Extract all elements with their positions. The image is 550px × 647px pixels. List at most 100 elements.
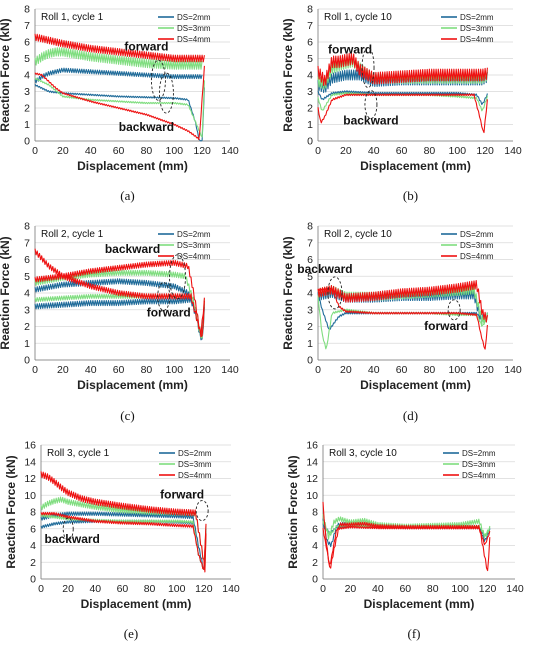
y-tick-label: 7 [24,20,30,32]
panel-title: Roll 2, cycle 1 [41,229,104,240]
y-tick-label: 8 [24,4,30,16]
y-tick-label: 7 [24,237,30,249]
legend-label: DS=3mm [177,24,211,33]
legend-label: DS=2mm [462,449,496,458]
y-tick-label: 8 [312,507,318,519]
series-line-ds4-forward [317,52,488,86]
x-axis-title: Displacement (mm) [81,597,192,611]
y-axis-title: Reaction Force (kN) [4,455,18,568]
x-tick-label: 20 [340,145,352,157]
legend-label: DS=4mm [460,35,494,44]
y-tick-label: 6 [24,254,30,266]
series-line-ds4-backward [317,93,488,134]
y-tick-label: 14 [24,456,36,468]
y-tick-label: 0 [312,574,318,586]
y-tick-label: 6 [24,37,30,49]
chart-panel-e: 0 2 4 6 8 10 12 14 16 0 20 40 60 80 100 120 140 Displacem… [4,440,240,642]
legend-label: DS=4mm [177,252,211,261]
annotation-label: backward [105,242,160,256]
y-tick-label: 0 [30,574,36,586]
y-tick-label: 4 [24,70,30,82]
series-line-ds3-backward [40,513,207,570]
x-tick-label: 140 [504,145,522,157]
x-tick-label: 80 [144,583,156,595]
annotation-ellipse [361,47,375,89]
panel-title: Roll 3, cycle 1 [47,448,110,459]
chart-panel-f: 0 2 4 6 8 10 12 14 16 0 20 40 60 80 100 120 140 Displacem… [286,440,524,642]
x-tick-label: 20 [57,364,69,376]
x-tick-label: 60 [113,145,125,157]
x-tick-label: 120 [476,364,494,376]
annotation-label: forward [124,39,168,53]
y-tick-label: 8 [30,507,36,519]
panel-caption: (e) [124,626,138,641]
series-line-ds4-backward [34,65,205,141]
panel-title: Roll 3, cycle 10 [329,448,397,459]
x-tick-label: 100 [449,145,467,157]
x-tick-label: 40 [85,364,97,376]
x-tick-label: 0 [38,583,44,595]
annotation-ellipse [62,517,74,541]
y-tick-label: 16 [306,440,318,452]
y-tick-label: 5 [24,53,30,65]
series-line-ds2-forward [40,511,207,570]
panel-caption: (a) [120,188,134,203]
x-tick-label: 40 [89,583,101,595]
panel-title: Roll 1, cycle 1 [41,12,104,23]
x-tick-label: 120 [195,583,213,595]
x-tick-label: 40 [368,145,380,157]
x-tick-label: 80 [424,364,436,376]
x-tick-label: 140 [221,364,239,376]
y-tick-label: 7 [307,20,313,32]
x-tick-label: 60 [396,145,408,157]
y-tick-label: 8 [307,4,313,16]
y-tick-label: 6 [307,37,313,49]
y-tick-label: 5 [307,271,313,283]
x-tick-label: 0 [315,364,321,376]
legend-label: DS=4mm [460,252,494,261]
annotation-label: backward [45,532,100,546]
legend-label: DS=2mm [178,449,212,458]
x-tick-label: 0 [32,364,38,376]
y-tick-label: 0 [24,136,30,148]
x-axis-title: Displacement (mm) [360,378,471,392]
annotation-ellipse [364,90,378,119]
y-tick-label: 8 [307,221,313,233]
y-tick-label: 3 [307,86,313,98]
annotation-label: backward [343,114,398,128]
legend-label: DS=2mm [460,230,494,239]
y-tick-label: 4 [312,540,318,552]
y-axis-title: Reaction Force (kN) [281,236,295,349]
y-tick-label: 1 [24,338,30,350]
x-tick-label: 60 [399,583,411,595]
annotation-label: forward [160,488,204,502]
y-tick-label: 6 [312,523,318,535]
y-tick-label: 4 [30,540,36,552]
legend-label: DS=3mm [462,460,496,469]
panel-caption: (c) [120,408,134,423]
y-tick-label: 3 [24,304,30,316]
x-tick-label: 100 [168,583,186,595]
y-tick-label: 6 [307,254,313,266]
y-tick-label: 2 [307,321,313,333]
series-line-ds3-forward [322,514,491,540]
panel-caption: (b) [403,188,418,203]
series-line-ds4-forward [322,501,491,572]
legend-label: DS=2mm [177,13,211,22]
x-tick-label: 120 [479,583,497,595]
x-tick-label: 40 [85,145,97,157]
x-tick-label: 20 [57,145,69,157]
annotation-ellipse [447,299,461,321]
x-tick-label: 20 [62,583,74,595]
series-line-ds4-forward [34,33,205,63]
y-tick-label: 2 [312,557,318,569]
y-tick-label: 4 [307,70,313,82]
y-tick-label: 2 [30,557,36,569]
y-tick-label: 12 [306,473,318,485]
annotation-ellipse [158,72,174,114]
y-tick-label: 8 [24,221,30,233]
panel-caption: (f) [408,626,421,641]
